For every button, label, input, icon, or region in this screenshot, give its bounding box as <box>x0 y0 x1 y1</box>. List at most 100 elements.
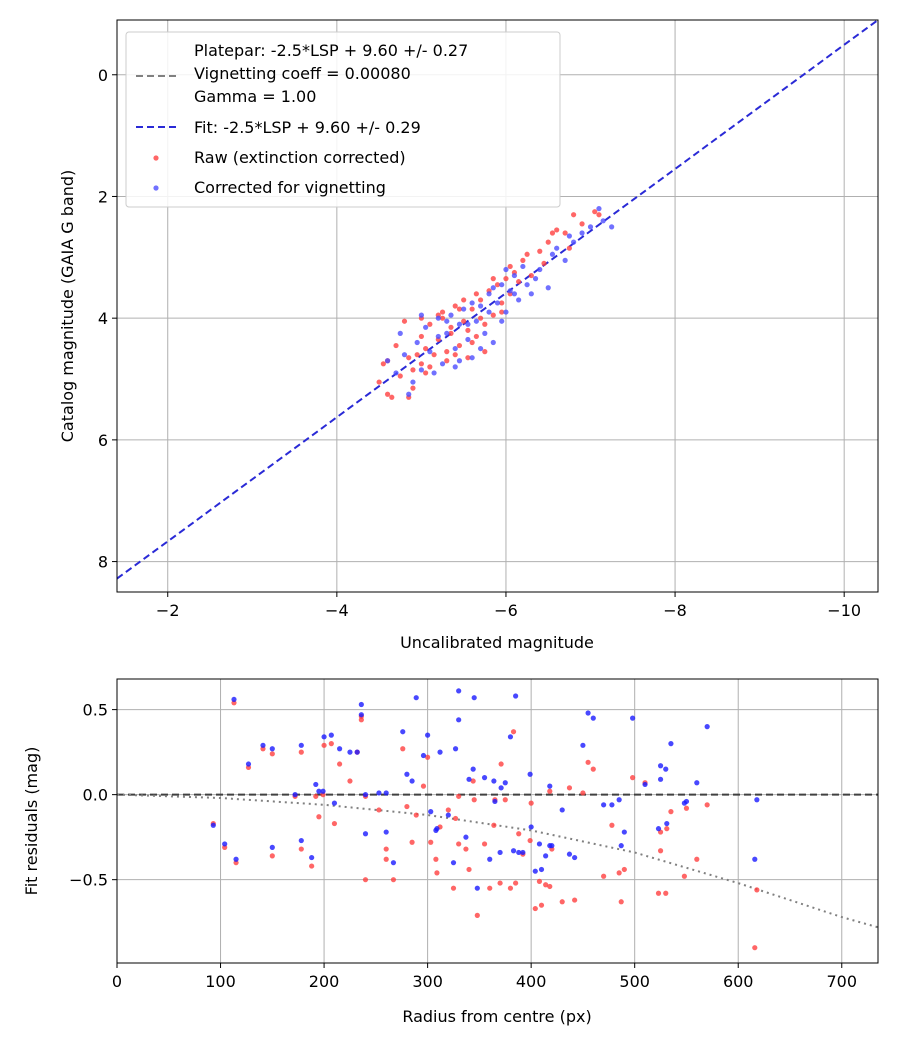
top-corrected-point <box>579 230 585 236</box>
bottom-corrected-point <box>434 826 440 832</box>
top-raw-point <box>482 349 488 355</box>
bottom-raw-point <box>507 885 514 891</box>
bottom-corrected-point <box>481 775 488 781</box>
bottom-raw-point <box>445 807 451 813</box>
bottom-raw-point <box>321 742 327 748</box>
bottom-raw-point <box>543 882 549 888</box>
bottom-raw-point <box>434 870 440 876</box>
bottom-raw-point <box>400 746 406 752</box>
bottom-corrected-point <box>466 776 472 782</box>
top-raw-point <box>452 303 458 309</box>
bottom-raw-point <box>527 837 533 844</box>
bottom-x-tick-label: 0 <box>112 972 122 991</box>
top-corrected-point <box>477 345 484 352</box>
legend-raw-swatch <box>153 155 159 161</box>
top-raw-point <box>592 209 598 215</box>
bottom-raw-point <box>383 856 389 862</box>
top-corrected-point <box>410 379 416 385</box>
bottom-corrected-point <box>456 717 462 723</box>
top-corrected-point <box>444 318 450 324</box>
bottom-raw-point <box>331 820 338 827</box>
bottom-corrected-point <box>292 792 298 798</box>
bottom-corrected-point <box>309 854 315 861</box>
bottom-corrected-point <box>572 854 578 861</box>
top-corrected-point <box>423 324 429 330</box>
top-raw-point <box>439 315 446 321</box>
top-raw-point <box>401 318 408 324</box>
top-corrected-point <box>503 266 509 273</box>
top-corrected-point <box>452 364 458 370</box>
bottom-raw-point <box>616 870 622 876</box>
bottom-raw-point <box>580 790 586 796</box>
top-raw-point <box>423 370 429 376</box>
bottom-corrected-point <box>491 778 497 784</box>
bottom-corrected-point <box>543 853 549 859</box>
top-raw-point <box>465 327 471 333</box>
bottom-corrected-point <box>233 856 239 862</box>
top-corrected-point <box>499 318 505 324</box>
top-raw-point <box>554 227 560 233</box>
top-corrected-point <box>477 303 484 309</box>
top-raw-point <box>406 355 412 361</box>
bottom-raw-point <box>621 866 627 873</box>
bottom-lines <box>116 793 879 929</box>
top-corrected-point <box>418 312 424 318</box>
bottom-raw-point <box>413 812 419 818</box>
top-panel: −2 −4 −6 −8 −10 0 2 4 6 8 Uncalibrated magnitude… <box>58 19 879 652</box>
bottom-corrected-point <box>704 724 710 730</box>
bottom-corrected-point <box>347 749 353 755</box>
bottom-corrected-point <box>547 783 553 789</box>
bottom-corrected-point <box>358 701 364 708</box>
bottom-corrected-point <box>609 802 615 808</box>
bottom-raw-point <box>491 822 497 828</box>
bottom-corrected-point <box>520 849 526 856</box>
bottom-corrected-point <box>470 766 476 772</box>
top-corrected-point <box>418 367 424 373</box>
bottom-corrected-point <box>362 792 369 798</box>
top-corrected-point <box>435 333 441 340</box>
bottom-corrected-point <box>527 771 533 777</box>
top-corrected-point <box>431 370 437 376</box>
top-corrected-point <box>549 251 556 257</box>
top-lines <box>116 19 879 580</box>
bottom-corrected-point <box>354 749 360 755</box>
top-y-tick-label: 2 <box>98 187 108 206</box>
top-raw-point <box>537 248 543 254</box>
top-raw-point <box>507 263 513 270</box>
bottom-raw-point <box>609 822 615 828</box>
bottom-raw-point <box>681 873 687 879</box>
bottom-corrected-point <box>621 829 627 835</box>
bottom-y-tick-label: 0.0 <box>83 786 108 805</box>
bottom-raw-point <box>269 853 275 859</box>
top-y-tick-label: 4 <box>98 309 108 328</box>
bottom-raw-point <box>456 841 462 847</box>
top-raw-point <box>397 373 403 379</box>
top-corrected-point <box>532 276 539 282</box>
top-raw-point <box>482 321 488 327</box>
top-corrected-point <box>427 349 433 355</box>
bottom-raw-point <box>409 839 415 845</box>
bottom-raw-point <box>298 846 304 852</box>
top-corrected-point <box>511 272 518 279</box>
bottom-raw-point <box>566 785 573 791</box>
top-raw-point <box>423 345 429 352</box>
top-y-axis-label: Catalog magnitude (GAIA G band) <box>58 170 77 442</box>
bottom-raw-point <box>328 741 334 747</box>
bottom-raw-point <box>470 778 476 784</box>
legend-fit-label: Fit: -2.5*LSP + 9.60 +/- 0.29 <box>194 118 421 137</box>
top-raw-point <box>571 212 577 218</box>
bottom-raw-point <box>704 802 710 808</box>
top-corrected-point <box>465 321 471 327</box>
top-corrected-point <box>444 330 450 336</box>
top-x-ticks: −2 −4 −6 −8 −10 <box>156 592 861 620</box>
top-corrected-point <box>465 336 471 343</box>
bottom-x-tick-label: 500 <box>619 972 650 991</box>
bottom-y-ticks: −0.5 0.0 0.5 <box>69 701 117 890</box>
bottom-raw-point <box>498 761 504 767</box>
bottom-corrected-point <box>474 885 480 891</box>
bottom-corrected-point <box>383 790 389 796</box>
bottom-raw-point <box>683 805 690 811</box>
bottom-corrected-point <box>663 766 669 772</box>
bottom-corrected-point <box>566 851 573 857</box>
top-corrected-point <box>456 358 463 364</box>
